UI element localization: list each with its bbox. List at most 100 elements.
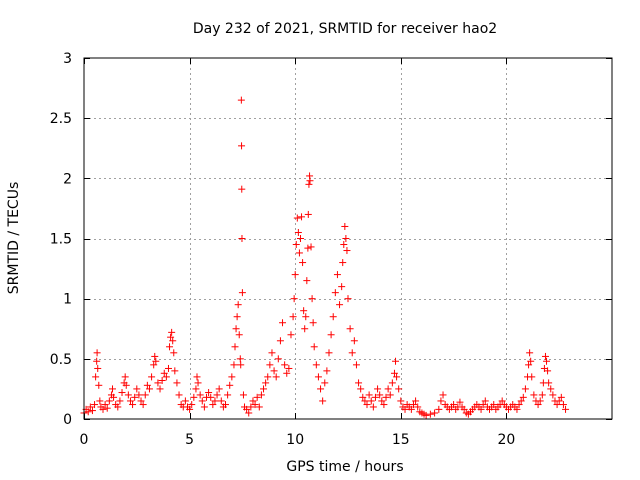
data-point: [414, 403, 422, 411]
data-point: [342, 235, 350, 242]
data-point: [479, 401, 487, 409]
data-point: [331, 289, 339, 297]
data-point: [346, 325, 354, 333]
data-point: [323, 367, 331, 375]
y-tick-label: 1: [63, 292, 72, 308]
data-point: [307, 243, 315, 251]
data-point: [397, 397, 405, 405]
data-point: [363, 401, 371, 409]
data-point: [171, 367, 179, 375]
data-point: [519, 393, 527, 401]
data-point: [435, 405, 443, 413]
data-point: [243, 405, 251, 413]
data-point: [299, 259, 307, 267]
data-point: [395, 385, 403, 393]
data-point: [380, 401, 388, 409]
data-point: [329, 313, 337, 321]
data-point: [91, 401, 99, 409]
data-point: [393, 373, 401, 381]
data-point: [133, 385, 141, 393]
data-point: [260, 385, 268, 393]
data-point: [310, 343, 318, 351]
data-point: [215, 385, 223, 393]
data-point: [301, 325, 309, 333]
data-point: [407, 405, 415, 413]
data-point: [239, 391, 247, 399]
data-point: [93, 357, 101, 365]
data-point: [357, 385, 365, 393]
data-point: [477, 405, 485, 413]
data-point: [109, 385, 117, 393]
data-point: [238, 185, 246, 193]
data-point: [536, 397, 544, 405]
data-point: [300, 307, 308, 315]
data-point: [348, 349, 356, 357]
data-point: [308, 295, 316, 303]
data-point: [460, 405, 468, 413]
data-point: [549, 391, 557, 399]
data-point: [160, 369, 168, 377]
data-point: [481, 397, 489, 405]
data-point: [274, 355, 282, 363]
data-point: [150, 361, 158, 369]
data-point: [264, 373, 272, 381]
data-point: [544, 367, 552, 375]
data-point: [238, 289, 246, 297]
data-point: [390, 369, 398, 377]
data-point: [234, 301, 242, 309]
data-point: [290, 295, 298, 303]
data-point: [340, 241, 348, 249]
data-point: [124, 391, 132, 399]
data-point: [543, 357, 551, 365]
data-point: [168, 328, 176, 336]
data-point: [374, 385, 382, 393]
data-point: [86, 403, 94, 411]
data-point: [175, 391, 183, 399]
data-point: [194, 379, 202, 387]
data-point: [164, 364, 172, 372]
data-point: [105, 397, 113, 405]
data-point: [412, 397, 420, 405]
data-point: [247, 403, 255, 411]
data-point: [371, 393, 379, 401]
data-point: [304, 210, 312, 218]
data-point: [490, 401, 498, 409]
data-point: [205, 389, 213, 397]
data-point: [559, 401, 567, 409]
data-point: [437, 397, 445, 405]
x-tick-label: 20: [497, 432, 515, 448]
data-point: [304, 244, 312, 252]
data-point: [270, 367, 278, 375]
data-point: [456, 398, 464, 406]
data-point: [94, 364, 102, 372]
data-point: [224, 391, 232, 399]
data-point: [96, 397, 104, 405]
y-tick-label: 2.5: [50, 111, 72, 127]
data-point: [151, 352, 159, 360]
data-point: [525, 361, 533, 369]
data-point: [211, 397, 219, 405]
y-tick-label: 0.5: [50, 352, 72, 368]
data-point: [325, 349, 333, 357]
data-point: [148, 373, 156, 381]
data-point: [513, 405, 521, 413]
data-point: [422, 411, 430, 419]
data-point: [231, 343, 239, 351]
data-point: [359, 393, 367, 401]
chart-title: Day 232 of 2021, SRMTID for receiver hao…: [193, 21, 497, 37]
data-point: [343, 247, 351, 255]
data-point: [233, 313, 241, 321]
data-point: [281, 361, 289, 369]
data-point: [336, 301, 344, 309]
data-point: [562, 405, 570, 413]
data-point: [287, 331, 295, 339]
data-point: [293, 214, 301, 222]
y-axis-label: SRMTID / TECUs: [6, 182, 22, 295]
data-point: [228, 373, 236, 381]
data-point: [341, 222, 349, 230]
data-point: [170, 349, 178, 357]
data-point: [93, 349, 101, 357]
data-point: [365, 391, 373, 399]
data-point: [257, 391, 265, 399]
